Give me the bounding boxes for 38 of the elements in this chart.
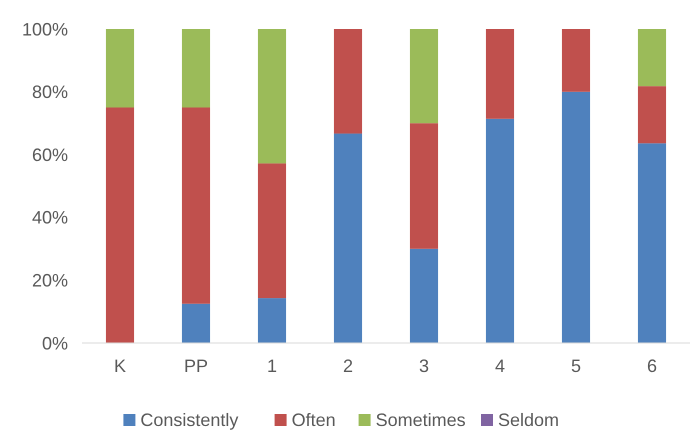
legend-label: Consistently [140,410,238,430]
x-tick-label: 4 [494,356,506,376]
bar [258,29,286,164]
bar [258,298,286,343]
x-tick-label: 2 [342,356,354,376]
bar [638,29,666,86]
bar [410,123,438,249]
bar [410,29,438,124]
y-tick-label: 20% [32,270,68,290]
y-tick-label: 80% [32,82,68,102]
bar [106,108,134,343]
bar [334,29,362,134]
x-tick-label: 1 [266,356,278,376]
bar [106,29,134,108]
bar [258,163,286,298]
bar [562,92,590,343]
bar [486,118,514,343]
y-tick-label: 100% [22,19,68,40]
legend-label: Sometimes [376,410,466,430]
bar [486,29,514,119]
x-tick-label: 5 [570,356,582,376]
bar [182,304,210,343]
bar [638,86,666,144]
x-tick-label: K [114,356,126,376]
x-tick-label: 3 [418,356,430,376]
bar [182,29,210,108]
bar [562,29,590,92]
legend-label: Seldom [498,410,560,430]
x-tick-label: 6 [646,356,658,376]
bar [182,108,210,304]
y-tick-label: 60% [32,144,68,165]
x-tick-label: PP [184,356,208,376]
bar [638,143,666,343]
y-tick-label: 0% [42,333,68,354]
bar [410,248,438,343]
bar [334,134,362,343]
legend-label: Often [292,410,336,430]
y-tick-label: 40% [32,208,68,228]
